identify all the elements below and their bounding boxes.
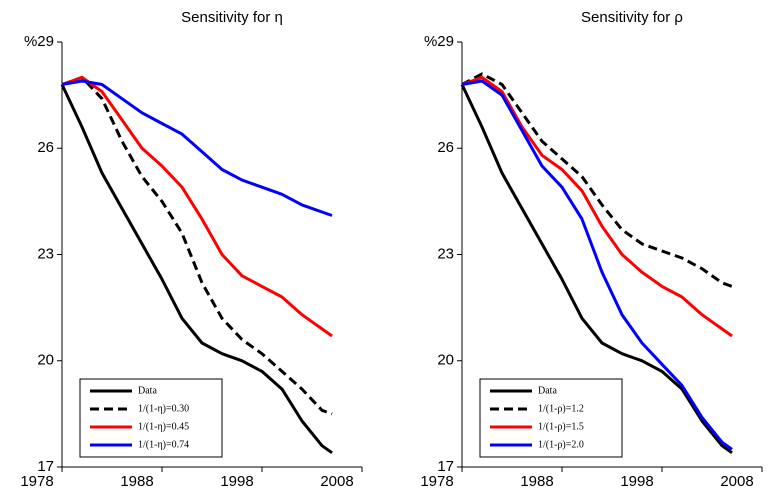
series-line [61,75,333,416]
legend-label: 1/(1-η)=0.74 [138,439,189,450]
y-tick-label: 17 [437,458,454,475]
chart-title: Sensitivity for ρ [581,9,683,26]
legend-label: 1/(1-ρ)=1.2 [538,403,584,414]
chart-title: Sensitivity for η [181,9,283,26]
series-line [461,75,733,338]
x-tick-label: 1988 [520,473,553,490]
legend-label: 1/(1-ρ)=1.5 [538,421,584,432]
y-tick-label: 20 [437,352,454,369]
series-line [60,83,333,455]
series-line [61,75,333,338]
y-tick-label: 17 [37,458,54,475]
x-tick-label: 2008 [720,473,753,490]
legend-label: Data [538,385,557,396]
series-line [461,72,733,288]
series-line [460,83,733,455]
y-tick-label: %29 [24,33,54,50]
y-tick-label: %29 [424,33,454,50]
x-tick-label: 1998 [620,473,653,490]
x-tick-label: 1988 [120,473,153,490]
legend-label: 1/(1-η)=0.30 [138,403,189,414]
x-tick-label: 2008 [320,473,353,490]
legend-label: 1/(1-η)=0.45 [138,421,189,432]
series-line [61,79,333,217]
y-tick-label: 26 [37,139,54,156]
y-tick-label: 20 [37,352,54,369]
x-tick-label: 1978 [20,473,53,490]
y-tick-label: 23 [37,245,54,262]
y-tick-label: 26 [437,139,454,156]
x-tick-label: 1998 [220,473,253,490]
series-line [461,79,733,451]
legend-label: 1/(1-ρ)=2.0 [538,439,584,450]
x-tick-label: 1978 [420,473,453,490]
legend-label: Data [138,385,157,396]
y-tick-label: 23 [437,245,454,262]
